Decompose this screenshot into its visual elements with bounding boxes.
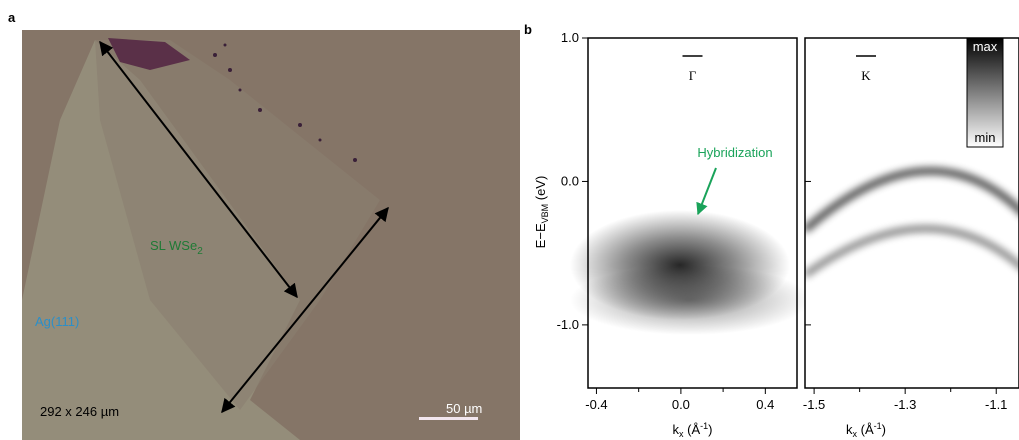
substrate-label: Ag(111): [35, 314, 79, 329]
plot-frame: [587, 37, 798, 389]
y-tick-label: -1.0: [557, 317, 579, 332]
x-axis-label-part: -1: [874, 421, 882, 431]
size-label: 292 x 246 µm: [40, 404, 119, 419]
plot-title: K: [861, 68, 871, 83]
panel-label: a: [8, 10, 16, 25]
y-tick-label: 1.0: [561, 30, 579, 45]
annotation: Hybridization: [697, 145, 772, 160]
x-tick-label: -0.4: [585, 397, 607, 412]
x-axis-label-part: k: [673, 422, 680, 437]
plot-title: Γ: [689, 68, 697, 83]
x-axis-label-part: -1: [700, 421, 708, 431]
intensity-gamma: [570, 265, 810, 335]
x-tick-label: -1.1: [985, 397, 1007, 412]
colorbar-min: min: [975, 130, 996, 145]
plot-frame: [804, 37, 1019, 389]
scale-bar: [419, 417, 478, 420]
y-tick-label: 0.0: [561, 173, 579, 188]
arrow: [221, 206, 389, 414]
panel-b: b E−EVBM (eV) max min Hybridization 1.0 0…: [524, 22, 1019, 439]
x-axis-label-part: x: [679, 429, 684, 439]
x-tick-label: 0.4: [756, 397, 774, 412]
scale-bar-label: 50 µm: [446, 401, 482, 416]
panel-label: b: [524, 22, 532, 37]
x-axis-label-part: ): [708, 422, 712, 437]
x-tick-label: -1.5: [803, 397, 825, 412]
x-axis-label: kx (Å-1): [846, 421, 886, 439]
x-axis-label-part: (Å: [857, 422, 874, 437]
x-axis-label-part: k: [846, 422, 853, 437]
x-tick-label: -1.3: [894, 397, 916, 412]
x-axis-label-part: x: [853, 429, 858, 439]
y-axis-label: E−EVBM (eV): [533, 176, 550, 249]
x-axis-label-part: ): [882, 422, 886, 437]
x-axis-label-part: (Å: [684, 422, 701, 437]
film-label: SL WSe2: [150, 238, 203, 257]
x-axis-label: kx (Å-1): [673, 421, 713, 439]
panel-a: a SL WSe2 Ag(111) 292 x 246 µm 50 µm: [8, 10, 520, 440]
x-tick-label: 0.0: [672, 397, 690, 412]
annotation-arrow: [696, 167, 717, 216]
colorbar-max: max: [973, 39, 998, 54]
